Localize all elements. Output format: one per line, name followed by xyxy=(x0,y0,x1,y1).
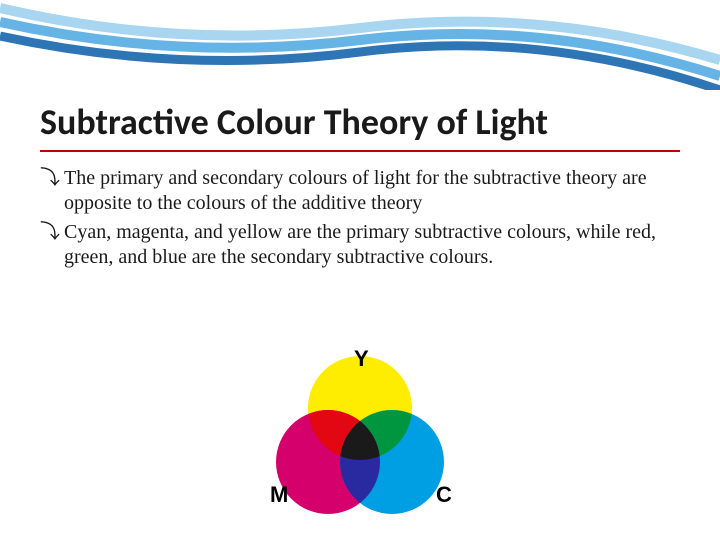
slide-title: Subtractive Colour Theory of Light xyxy=(40,100,680,152)
cmy-venn-diagram: Y M C xyxy=(258,350,462,530)
venn-label-y: Y xyxy=(354,346,369,372)
bullet-list: ⤵ The primary and secondary colours of l… xyxy=(40,166,680,270)
bullet-text: The primary and secondary colours of lig… xyxy=(64,166,680,216)
list-item: ⤵ The primary and secondary colours of l… xyxy=(40,166,680,216)
slide-content: Subtractive Colour Theory of Light ⤵ The… xyxy=(40,100,680,274)
venn-label-c: C xyxy=(436,482,452,508)
header-wave-decoration xyxy=(0,0,720,90)
list-item: ⤵ Cyan, magenta, and yellow are the prim… xyxy=(40,220,680,270)
venn-svg xyxy=(258,350,462,530)
bullet-text: Cyan, magenta, and yellow are the primar… xyxy=(64,220,680,270)
bullet-icon: ⤵ xyxy=(40,220,60,245)
venn-label-m: M xyxy=(270,482,288,508)
bullet-icon: ⤵ xyxy=(40,166,60,191)
